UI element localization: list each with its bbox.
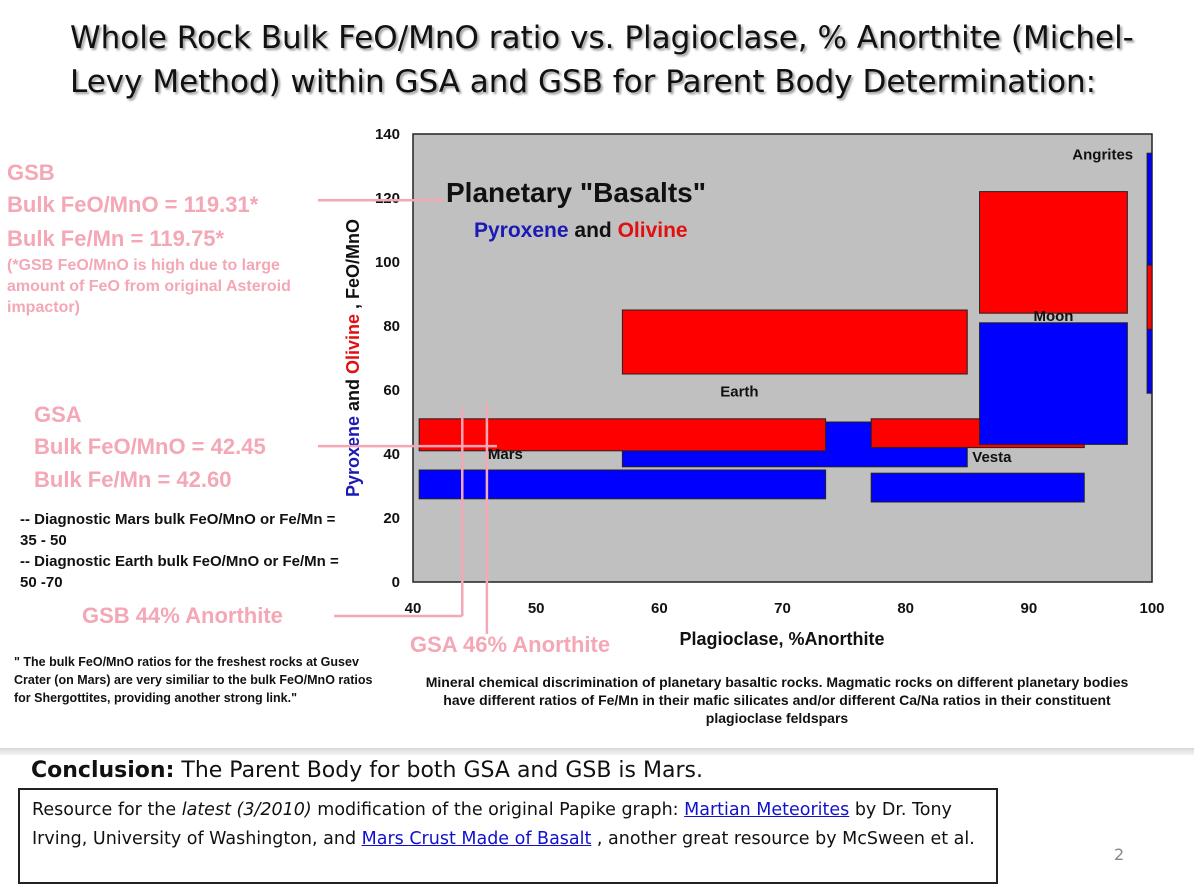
gsb-footnote: (*GSB FeO/MnO is high due to large amoun… xyxy=(7,257,291,316)
x-tick-label: 50 xyxy=(528,600,545,617)
diagnostic-earth: -- Diagnostic Earth bulk FeO/MnO or Fe/M… xyxy=(20,553,339,591)
planetary-basalts-chart: Earth Mars Vesta Moon Angrites 40 50 60 70 80 90 1… xyxy=(318,126,1165,649)
y-axis-label-part: Olivine xyxy=(343,314,363,374)
y-axis-label-part: and xyxy=(343,374,363,416)
diagnostic-ranges: -- Diagnostic Mars bulk FeO/MnO or Fe/Mn… xyxy=(20,509,350,593)
region-mars-pyroxene xyxy=(418,469,827,500)
y-axis-label-part: , FeO/MnO xyxy=(343,219,363,314)
diagnostic-mars: -- Diagnostic Mars bulk FeO/MnO or Fe/Mn… xyxy=(20,511,336,549)
chart-subtitle-part: and xyxy=(569,219,618,242)
y-tick-label: 40 xyxy=(383,446,400,463)
slide-divider xyxy=(0,748,1194,755)
gsb-feo-mno-value: Bulk FeO/MnO = 119.31* xyxy=(7,192,259,217)
x-axis-label: Plagioclase, %Anorthite xyxy=(679,629,884,649)
region-moon-pyroxene xyxy=(979,322,1128,445)
gsb-heading: GSB xyxy=(7,160,55,185)
resource-text-1: Resource for the xyxy=(32,800,182,820)
resource-text-latest: latest (3/2010) xyxy=(181,800,312,820)
gsa-feo-mno-value: Bulk FeO/MnO = 42.45 xyxy=(34,434,266,459)
martian-meteorites-link[interactable]: Martian Meteorites xyxy=(684,800,850,820)
x-tick-label: 100 xyxy=(1139,600,1164,617)
x-tick-label: 60 xyxy=(651,600,668,617)
region-label-mars: Mars xyxy=(488,446,523,463)
region-label-earth: Earth xyxy=(720,383,758,400)
chart-subtitle: Pyroxene and Olivine xyxy=(474,219,688,242)
y-tick-label: 0 xyxy=(392,574,400,591)
gsa-heading: GSA xyxy=(34,402,82,427)
region-angrites-olivine xyxy=(1146,264,1153,330)
mars-crust-basalt-link[interactable]: Mars Crust Made of Basalt xyxy=(361,829,592,849)
gusev-quote: " The bulk FeO/MnO ratios for the freshe… xyxy=(14,655,373,705)
gsa-fe-mn-value: Bulk Fe/Mn = 42.60 xyxy=(34,467,232,492)
chart-title: Planetary "Basalts" xyxy=(446,177,706,208)
region-label-moon: Moon xyxy=(1033,308,1073,325)
resource-text-4: , another great resource by McSween et a… xyxy=(591,829,975,849)
x-tick-label: 70 xyxy=(774,600,791,617)
region-moon-olivine xyxy=(979,191,1128,314)
resource-text-2: modification of the original Papike grap… xyxy=(311,800,685,820)
conclusion-text: The Parent Body for both GSA and GSB is … xyxy=(174,758,703,783)
chart-subtitle-part: Olivine xyxy=(618,219,688,242)
gsa-anorthite-label: GSA 46% Anorthite xyxy=(410,632,611,657)
y-axis-label-part: Pyroxene xyxy=(343,416,363,497)
x-tick-label: 40 xyxy=(405,600,422,617)
chart-subtitle-part: Pyroxene xyxy=(474,219,569,242)
page-number: 2 xyxy=(1114,845,1125,864)
y-axis-label: Pyroxene and Olivine , FeO/MnO xyxy=(343,219,363,497)
chart-caption: Mineral chemical discrimination of plane… xyxy=(425,674,1129,726)
x-tick-label: 80 xyxy=(897,600,914,617)
y-tick-label: 100 xyxy=(375,254,400,271)
resource-text-3: by Dr. Tony Irving, University of Washin… xyxy=(32,800,952,849)
region-label-vesta: Vesta xyxy=(972,449,1012,466)
region-label-angrites: Angrites xyxy=(1072,147,1133,164)
slide-title: Whole Rock Bulk FeO/MnO ratio vs. Plagio… xyxy=(70,20,1134,100)
y-tick-label: 80 xyxy=(383,318,400,335)
y-tick-label: 120 xyxy=(375,190,400,207)
region-vesta-pyroxene xyxy=(870,472,1085,503)
conclusion: Conclusion: The Parent Body for both GSA… xyxy=(31,758,703,783)
y-tick-label: 20 xyxy=(383,510,400,527)
region-earth-olivine xyxy=(621,309,968,375)
x-tick-label: 90 xyxy=(1020,600,1037,617)
gsb-anorthite-label: GSB 44% Anorthite xyxy=(82,603,283,628)
gsb-fe-mn-value: Bulk Fe/Mn = 119.75* xyxy=(7,226,225,251)
y-tick-label: 60 xyxy=(383,382,400,399)
resource-box: Resource for the latest (3/2010) modific… xyxy=(18,788,998,884)
conclusion-label: Conclusion: xyxy=(31,758,175,783)
y-tick-label: 140 xyxy=(375,126,400,143)
